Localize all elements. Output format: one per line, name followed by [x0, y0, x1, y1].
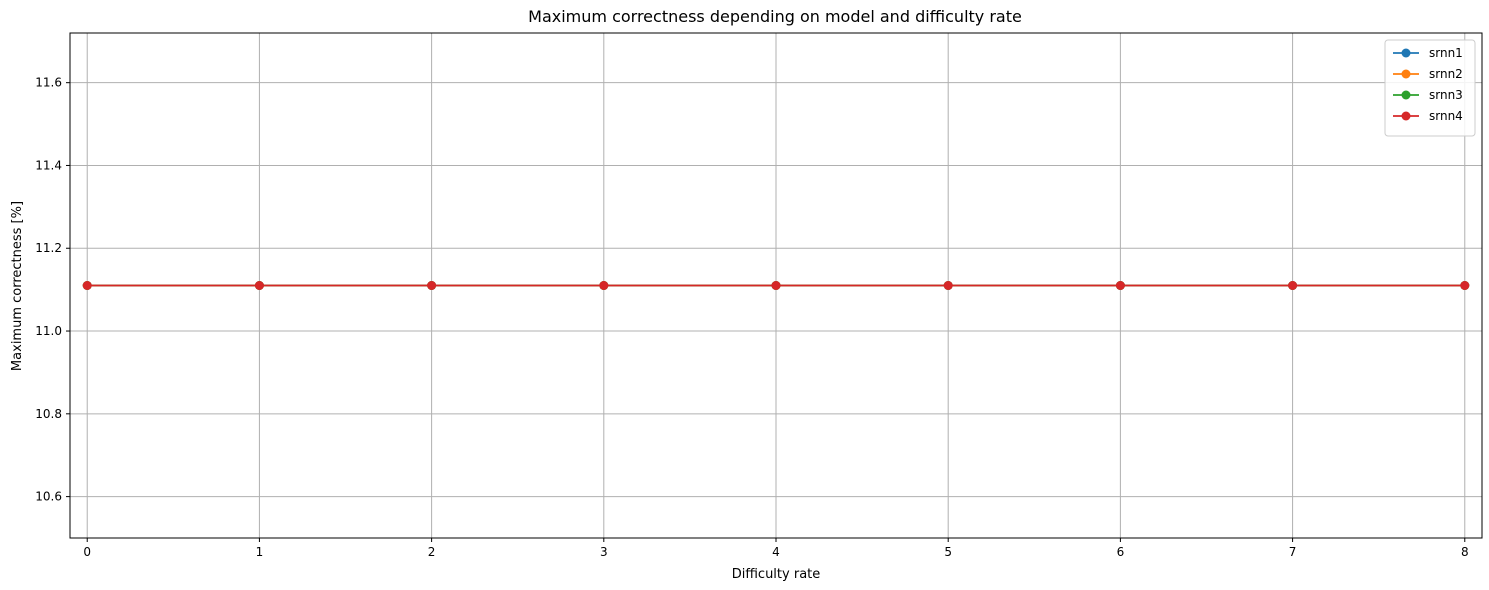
x-tick-label: 7	[1289, 545, 1297, 559]
legend-item: srnn3	[1393, 88, 1463, 102]
y-tick-label: 11.0	[35, 324, 62, 338]
legend-item: srnn4	[1393, 109, 1463, 123]
legend-label: srnn3	[1429, 88, 1463, 102]
data-point	[254, 281, 264, 290]
series-layer	[82, 281, 1470, 290]
x-tick-label: 3	[600, 545, 608, 559]
x-axis: 0 1 2 3 4 5 6 7 8	[83, 538, 1469, 559]
data-point	[1115, 281, 1125, 290]
x-axis-label: Difficulty rate	[732, 567, 821, 582]
legend-marker	[1401, 111, 1411, 121]
y-tick-label: 10.8	[35, 407, 62, 421]
y-tick-label: 11.6	[35, 76, 62, 90]
legend-marker	[1401, 69, 1411, 79]
x-tick-label: 8	[1461, 545, 1469, 559]
data-point	[771, 281, 781, 290]
legend-marker	[1401, 90, 1411, 100]
x-tick-label: 1	[256, 545, 264, 559]
data-point	[1460, 281, 1470, 290]
x-tick-label: 4	[772, 545, 780, 559]
grid	[70, 33, 1482, 538]
x-tick-label: 0	[83, 545, 91, 559]
data-point	[427, 281, 437, 290]
data-point	[1288, 281, 1298, 290]
legend-label: srnn1	[1429, 46, 1463, 60]
legend-marker	[1401, 48, 1411, 58]
legend-item: srnn2	[1393, 67, 1463, 81]
legend: srnn1 srnn2 srnn3 srnn4	[1384, 39, 1476, 137]
legend-label: srnn2	[1429, 67, 1463, 81]
y-axis-label: Maximum correctness [%]	[10, 201, 25, 371]
x-tick-label: 2	[428, 545, 436, 559]
series-srnn4	[82, 281, 1470, 290]
y-tick-label: 11.4	[35, 158, 62, 172]
x-tick-label: 6	[1117, 545, 1125, 559]
y-tick-label: 11.2	[35, 241, 62, 255]
y-axis: 10.6 10.8 11.0 11.2 11.4 11.6	[35, 76, 70, 504]
y-tick-label: 10.6	[35, 490, 62, 504]
data-point	[943, 281, 953, 290]
chart-title: Maximum correctness depending on model a…	[528, 7, 1022, 26]
x-tick-label: 5	[944, 545, 952, 559]
data-point	[599, 281, 609, 290]
legend-item: srnn1	[1393, 46, 1463, 60]
data-point	[82, 281, 92, 290]
legend-label: srnn4	[1429, 109, 1463, 123]
